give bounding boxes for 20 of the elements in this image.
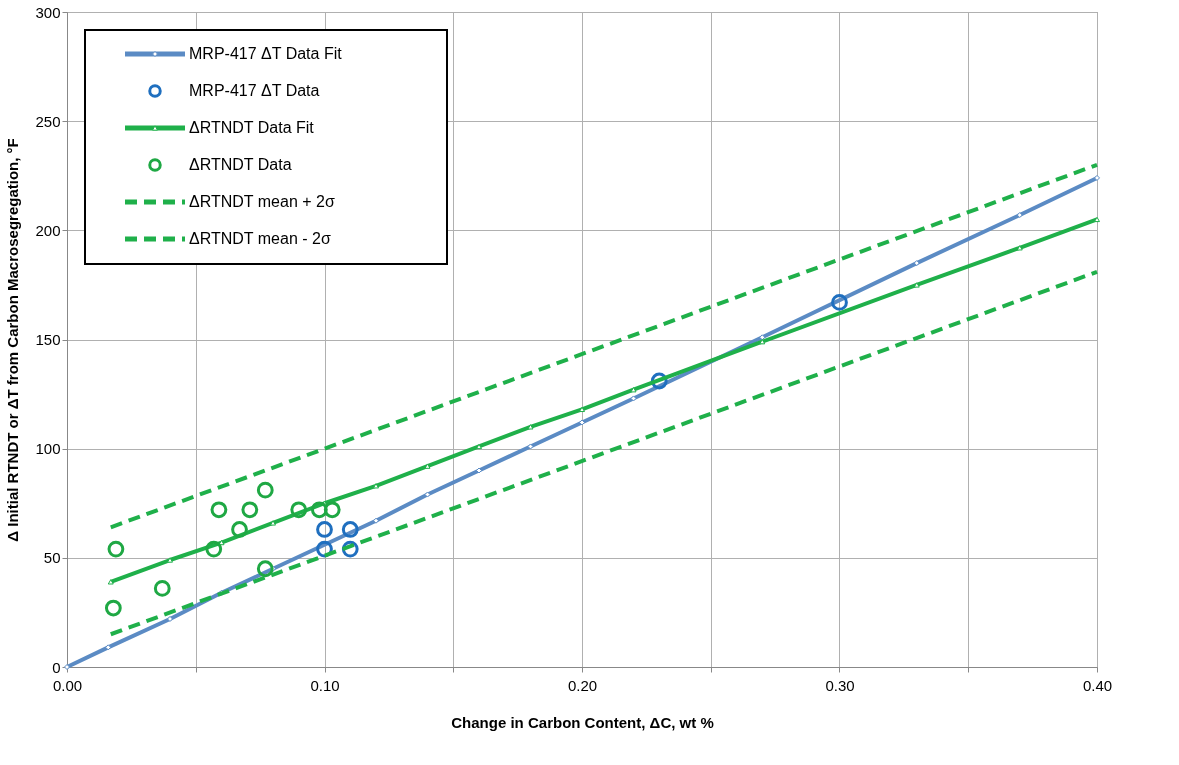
x-tick-label: 0.30 xyxy=(825,676,855,694)
y-axis-title: Δ Initial RTNDT or ΔT from Carbon Macrosegregation, °F xyxy=(4,138,22,542)
x-axis-title: Change in Carbon Content, ΔC, wt % xyxy=(451,713,714,731)
legend-label: MRP-417 ΔT Data Fit xyxy=(189,45,343,62)
y-tick-label: 50 xyxy=(43,549,61,567)
x-tick-label: 0.20 xyxy=(567,676,598,694)
x-tick-label: 0.10 xyxy=(310,676,340,694)
y-tick-label: 250 xyxy=(35,112,61,130)
legend-label: ΔRTNDT mean + 2σ xyxy=(189,193,335,210)
y-tick-label: 200 xyxy=(35,221,61,239)
legend-label: ΔRTNDT mean - 2σ xyxy=(189,230,331,247)
legend-label: ΔRTNDT Data Fit xyxy=(189,119,315,136)
y-tick-label: 100 xyxy=(35,440,61,458)
y-tick-label: 150 xyxy=(35,331,61,348)
legend-label: ΔRTNDT Data xyxy=(189,156,292,173)
x-tick-label: 0.00 xyxy=(52,676,83,694)
y-tick-label: 300 xyxy=(35,3,61,21)
x-tick-label: 0.40 xyxy=(1082,676,1113,694)
legend-label: MRP-417 ΔT Data xyxy=(189,82,320,99)
y-tick-label: 0 xyxy=(52,658,61,676)
